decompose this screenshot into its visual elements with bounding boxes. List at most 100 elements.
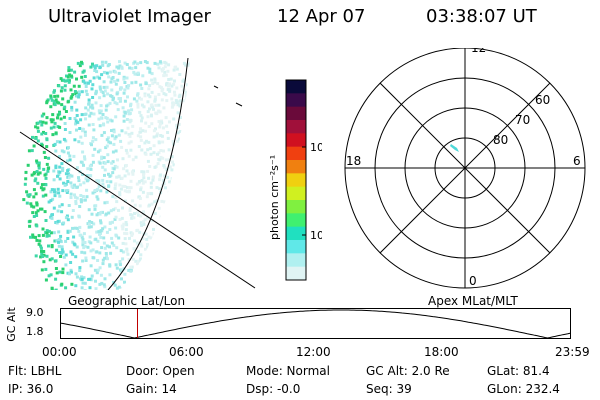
- emission-pixel: [136, 211, 139, 215]
- altitude-curve: [60, 309, 571, 339]
- dsp-value: Dsp: -0.0: [246, 382, 301, 396]
- emission-pixel: [71, 226, 74, 230]
- emission-pixel: [66, 151, 70, 155]
- emission-pixel: [29, 202, 33, 206]
- emission-pixel: [133, 203, 137, 207]
- emission-pixel: [115, 165, 119, 169]
- y-tick-1-8: 1.8: [26, 325, 44, 338]
- emission-pixel: [148, 107, 151, 111]
- emission-pixel: [103, 225, 107, 229]
- emission-pixel: [140, 286, 144, 290]
- emission-pixel: [146, 243, 149, 247]
- emission-pixel: [136, 92, 140, 96]
- emission-pixel: [79, 118, 83, 122]
- emission-pixel: [124, 221, 128, 224]
- emission-pixel: [56, 125, 60, 129]
- emission-pixel: [139, 188, 143, 192]
- emission-pixel: [30, 204, 34, 208]
- emission-pixel: [92, 222, 96, 226]
- emission-pixel: [117, 66, 121, 70]
- emission-pixel: [131, 232, 134, 236]
- emission-pixel: [148, 67, 152, 71]
- emission-pixel: [113, 137, 117, 141]
- emission-pixel: [121, 106, 125, 110]
- emission-pixel: [52, 169, 56, 173]
- emission-pixel: [77, 215, 81, 219]
- emission-pixel: [162, 92, 166, 96]
- emission-pixel: [96, 75, 100, 79]
- emission-pixel: [158, 60, 162, 64]
- emission-pixel: [131, 172, 135, 176]
- emission-pixel: [106, 92, 110, 96]
- emission-pixel: [134, 66, 138, 70]
- emission-pixel: [31, 233, 35, 237]
- emission-pixel: [80, 75, 84, 79]
- emission-pixel: [161, 140, 165, 144]
- emission-pixel: [85, 188, 89, 192]
- emission-pixel: [110, 88, 114, 92]
- emission-pixel: [127, 172, 131, 176]
- emission-pixel: [212, 61, 215, 64]
- emission-pixel: [162, 164, 166, 167]
- emission-pixel: [52, 90, 56, 94]
- emission-pixel: [68, 131, 72, 134]
- emission-pixel: [146, 115, 150, 119]
- emission-pixel: [152, 227, 155, 231]
- emission-pixel: [92, 128, 96, 132]
- gain-value: Gain: 14: [126, 382, 177, 396]
- emission-pixel: [140, 119, 143, 123]
- emission-pixel: [61, 189, 65, 193]
- emission-pixel: [56, 187, 60, 191]
- x-tick-1200: 12:00: [296, 345, 331, 359]
- emission-pixel: [79, 160, 83, 164]
- emission-pixel: [140, 223, 144, 227]
- emission-pixel: [42, 167, 46, 171]
- emission-pixel: [114, 82, 118, 86]
- emission-pixel: [63, 128, 67, 131]
- emission-pixel: [93, 207, 97, 211]
- emission-pixel: [171, 276, 175, 280]
- emission-pixel: [45, 137, 49, 141]
- emission-pixel: [121, 227, 125, 231]
- emission-pixel: [160, 89, 164, 93]
- emission-pixel: [44, 176, 48, 180]
- emission-pixel: [39, 246, 43, 250]
- emission-pixel: [57, 240, 60, 244]
- emission-pixel: [130, 81, 134, 85]
- emission-pixel: [89, 105, 93, 109]
- geographic-latitude-value: GLat: 81.4: [487, 364, 550, 378]
- emission-pixel: [148, 70, 152, 74]
- star-mark: [235, 102, 243, 107]
- emission-pixel: [115, 92, 119, 96]
- emission-pixel: [87, 123, 91, 127]
- emission-pixel: [151, 262, 155, 266]
- emission-pixel: [155, 254, 159, 258]
- emission-pixel: [134, 259, 138, 263]
- emission-pixel: [128, 207, 132, 210]
- emission-pixel: [94, 279, 97, 283]
- emission-pixel: [80, 277, 84, 281]
- emission-pixel: [64, 286, 68, 290]
- emission-pixel: [159, 173, 163, 177]
- emission-pixel: [129, 265, 133, 269]
- emission-pixel: [98, 96, 102, 100]
- emission-pixel: [101, 262, 105, 266]
- emission-pixel: [35, 170, 39, 173]
- emission-pixel: [36, 126, 40, 130]
- emission-pixel: [103, 277, 107, 281]
- emission-pixel: [152, 135, 156, 139]
- emission-pixel: [159, 149, 163, 152]
- emission-pixel: [174, 238, 178, 242]
- emission-pixel: [166, 131, 170, 134]
- emission-pixel: [65, 214, 69, 218]
- emission-pixel: [94, 204, 98, 208]
- emission-pixel: [61, 166, 65, 170]
- emission-pixel: [81, 237, 85, 241]
- emission-pixel: [68, 229, 72, 233]
- emission-pixel: [27, 149, 31, 153]
- emission-pixel: [101, 182, 105, 186]
- emission-pixel: [85, 174, 89, 178]
- emission-pixel: [84, 177, 88, 181]
- emission-pixel: [61, 271, 65, 275]
- emission-pixel: [57, 173, 61, 177]
